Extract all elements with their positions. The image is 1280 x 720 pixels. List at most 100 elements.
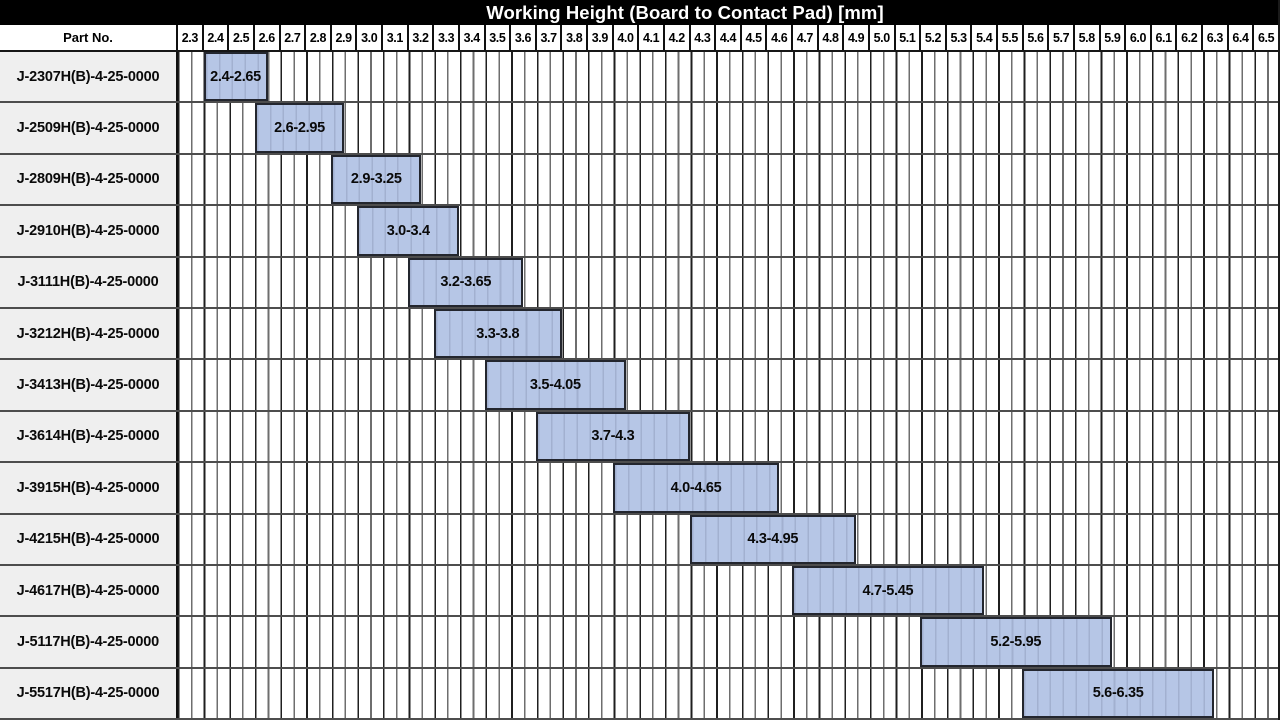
table-row: J-2809H(B)-4-25-0000 2.9-3.25 [0, 152, 1278, 205]
part-no-cell: J-2509H(B)-4-25-0000 [0, 103, 178, 153]
axis-tick-4.1: 4.1 [637, 25, 663, 50]
axis-tick-5.3: 5.3 [944, 25, 971, 50]
row-chart-area: 3.2-3.65 [178, 257, 1278, 307]
working-height-range-label: 3.2-3.65 [440, 274, 492, 291]
working-height-bar: 2.9-3.25 [331, 154, 422, 205]
row-chart-area: 4.7-5.45 [178, 565, 1278, 616]
working-height-bar: 5.6-6.35 [1022, 668, 1215, 719]
part-no-cell: J-4617H(B)-4-25-0000 [0, 565, 178, 616]
working-height-bar: 3.0-3.4 [357, 206, 460, 256]
axis-tick-5.5: 5.5 [996, 25, 1022, 50]
axis-tick-4.2: 4.2 [662, 25, 689, 50]
axis-tick-2.6: 2.6 [252, 25, 279, 50]
part-no-cell: J-5517H(B)-4-25-0000 [0, 668, 178, 719]
row-chart-area: 3.5-4.05 [178, 360, 1278, 410]
working-height-range-label: 5.6-6.35 [1092, 685, 1144, 702]
axis-tick-4.7: 4.7 [791, 25, 817, 50]
row-chart-area: 4.0-4.65 [178, 463, 1278, 513]
row-chart-area: 5.2-5.95 [178, 617, 1278, 667]
row-chart-area: 5.6-6.35 [178, 668, 1278, 719]
working-height-bar: 2.6-2.95 [254, 103, 345, 153]
axis-tick-3.4: 3.4 [457, 25, 484, 50]
axis-tick-3.0: 3.0 [355, 25, 381, 50]
axis-header-row: Part No. 2.3 2.4 2.5 2.6 2.7 2.8 2.9 3.0 3.1 3.2 3… [0, 25, 1278, 52]
working-height-bar: 3.5-4.05 [484, 360, 626, 410]
table-row: J-3413H(B)-4-25-0000 3.5-4.05 [0, 358, 1278, 410]
axis-tick-4.9: 4.9 [842, 25, 868, 50]
working-height-bar: 4.3-4.95 [689, 514, 856, 564]
axis-tick-2.9: 2.9 [329, 25, 356, 50]
working-height-bar: 2.4-2.65 [203, 52, 268, 102]
table-row: J-5117H(B)-4-25-0000 5.2-5.95 [0, 615, 1278, 667]
axis-tick-5.2: 5.2 [919, 25, 945, 50]
working-height-bar: 4.7-5.45 [791, 565, 984, 616]
axis-tick-4.4: 4.4 [714, 25, 740, 50]
part-no-cell: J-3614H(B)-4-25-0000 [0, 411, 178, 462]
working-height-range-label: 3.0-3.4 [386, 222, 430, 239]
axis-tick-strip: 2.3 2.4 2.5 2.6 2.7 2.8 2.9 3.0 3.1 3.2 3.3 3.4 3.5 3… [178, 25, 1278, 50]
part-no-header: Part No. [0, 25, 178, 50]
table-row: J-4215H(B)-4-25-0000 4.3-4.95 [0, 512, 1278, 564]
table-row: J-3111H(B)-4-25-0000 3.2-3.65 [0, 255, 1278, 307]
working-height-bar: 4.0-4.65 [612, 463, 780, 513]
table-row: J-4617H(B)-4-25-0000 4.7-5.45 [0, 563, 1278, 616]
axis-tick-3.9: 3.9 [586, 25, 612, 50]
part-no-cell: J-3915H(B)-4-25-0000 [0, 463, 178, 513]
part-no-cell: J-4215H(B)-4-25-0000 [0, 514, 178, 564]
axis-tick-3.3: 3.3 [432, 25, 458, 50]
part-no-cell: J-2910H(B)-4-25-0000 [0, 206, 178, 256]
axis-tick-4.3: 4.3 [688, 25, 715, 50]
table-row: J-3915H(B)-4-25-0000 4.0-4.65 [0, 461, 1278, 513]
axis-tick-3.1: 3.1 [381, 25, 407, 50]
axis-tick-6.0: 6.0 [1124, 25, 1150, 50]
working-height-range-label: 2.4-2.65 [210, 68, 261, 85]
working-height-range-label: 4.0-4.65 [670, 479, 722, 496]
axis-tick-5.0: 5.0 [867, 25, 894, 50]
part-no-cell: J-2809H(B)-4-25-0000 [0, 154, 178, 205]
working-height-range-label: 3.5-4.05 [529, 377, 581, 394]
working-height-bar: 3.3-3.8 [433, 308, 562, 359]
axis-tick-6.1: 6.1 [1149, 25, 1176, 50]
chart-title-bar: Working Height (Board to Contact Pad) [m… [0, 0, 1278, 25]
axis-tick-4.5: 4.5 [739, 25, 766, 50]
chart-title: Working Height (Board to Contact Pad) [m… [486, 1, 884, 23]
axis-tick-4.8: 4.8 [816, 25, 843, 50]
working-height-bar: 3.7-4.3 [536, 411, 690, 462]
part-no-cell: J-2307H(B)-4-25-0000 [0, 52, 178, 102]
working-height-range-label: 4.3-4.95 [747, 531, 799, 548]
row-chart-area: 2.4-2.65 [178, 52, 1278, 102]
table-row: J-3614H(B)-4-25-0000 3.7-4.3 [0, 409, 1278, 462]
row-chart-area: 3.3-3.8 [178, 308, 1278, 359]
table-row: J-2307H(B)-4-25-0000 2.4-2.65 [0, 52, 1278, 102]
row-chart-area: 2.6-2.95 [178, 103, 1278, 153]
axis-tick-6.5: 6.5 [1252, 25, 1278, 50]
row-chart-area: 2.9-3.25 [178, 154, 1278, 205]
axis-tick-2.4: 2.4 [201, 25, 228, 50]
part-no-cell: J-5117H(B)-4-25-0000 [0, 617, 178, 667]
axis-tick-4.0: 4.0 [611, 25, 638, 50]
axis-tick-6.3: 6.3 [1201, 25, 1227, 50]
axis-tick-6.2: 6.2 [1175, 25, 1201, 50]
row-chart-area: 3.7-4.3 [178, 411, 1278, 462]
working-height-range-label: 3.7-4.3 [591, 428, 635, 445]
table-row: J-2509H(B)-4-25-0000 2.6-2.95 [0, 101, 1278, 153]
part-no-cell: J-3212H(B)-4-25-0000 [0, 308, 178, 359]
axis-tick-3.8: 3.8 [560, 25, 586, 50]
working-height-range-label: 4.7-5.45 [862, 582, 914, 599]
working-height-range-label: 3.3-3.8 [476, 325, 520, 342]
table-row: J-3212H(B)-4-25-0000 3.3-3.8 [0, 306, 1278, 359]
axis-tick-5.1: 5.1 [893, 25, 920, 50]
row-chart-area: 4.3-4.95 [178, 514, 1278, 564]
axis-tick-5.7: 5.7 [1047, 25, 1073, 50]
axis-tick-3.6: 3.6 [509, 25, 535, 50]
axis-tick-5.9: 5.9 [1098, 25, 1125, 50]
axis-tick-5.6: 5.6 [1021, 25, 1048, 50]
working-height-range-label: 5.2-5.95 [990, 633, 1042, 650]
working-height-bar: 3.2-3.65 [408, 257, 524, 307]
axis-tick-3.7: 3.7 [534, 25, 561, 50]
row-chart-area: 3.0-3.4 [178, 206, 1278, 256]
table-row: J-2910H(B)-4-25-0000 3.0-3.4 [0, 204, 1278, 256]
working-height-bar: 5.2-5.95 [919, 617, 1112, 667]
axis-tick-5.8: 5.8 [1072, 25, 1099, 50]
